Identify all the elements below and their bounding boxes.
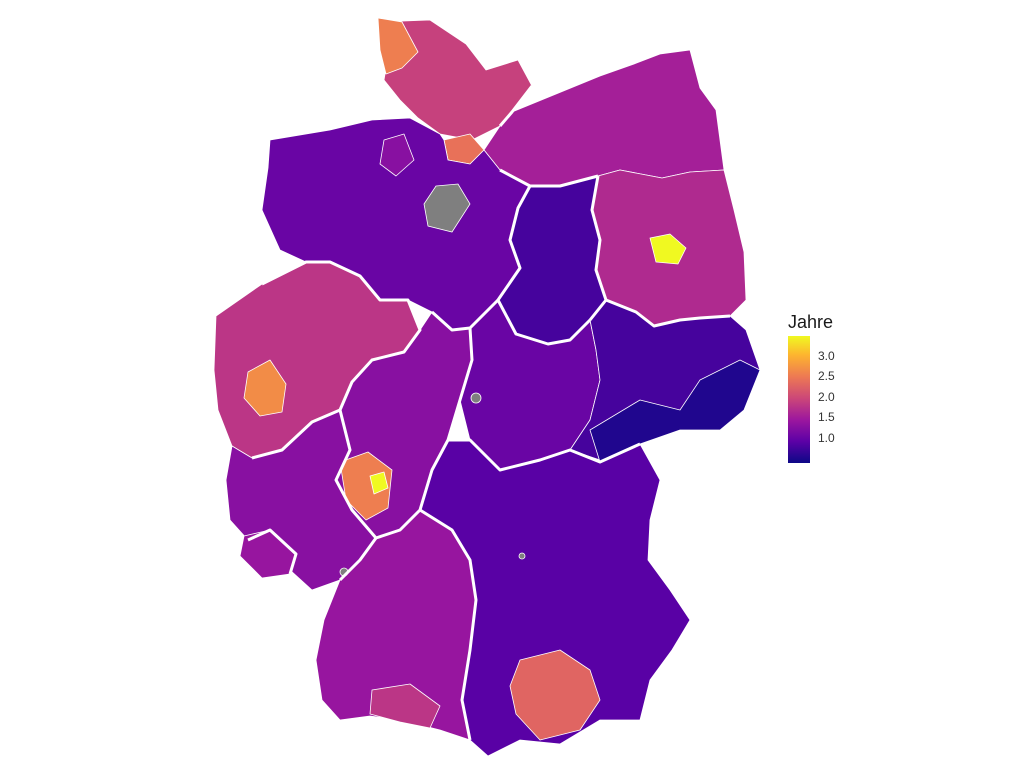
region-berlin	[649, 233, 687, 265]
region-munich-area	[509, 649, 601, 741]
legend-tick-1-0: 1.0	[810, 431, 835, 445]
region-bodensee	[369, 683, 441, 729]
region-frankfurt	[369, 471, 389, 495]
legend-tick-1-5: 1.5	[810, 410, 835, 424]
legend-tick-2-5: 2.5	[810, 369, 835, 383]
legend-tick-3-0: 3.0	[810, 349, 835, 363]
missing-district-bayern	[518, 552, 526, 560]
legend-color-bar	[788, 336, 810, 463]
color-legend: Jahre 3.0 2.5 2.0 1.5 1.0	[788, 312, 858, 463]
region-bremen-area	[379, 133, 415, 177]
state-borders	[247, 85, 731, 741]
region-cologne-bonn	[243, 359, 287, 417]
missing-district-hessen	[470, 392, 482, 404]
missing-district-north	[423, 183, 471, 233]
legend-title: Jahre	[788, 312, 834, 332]
region-sylt-coast	[377, 17, 419, 75]
legend-tick-2-0: 2.0	[810, 390, 835, 404]
